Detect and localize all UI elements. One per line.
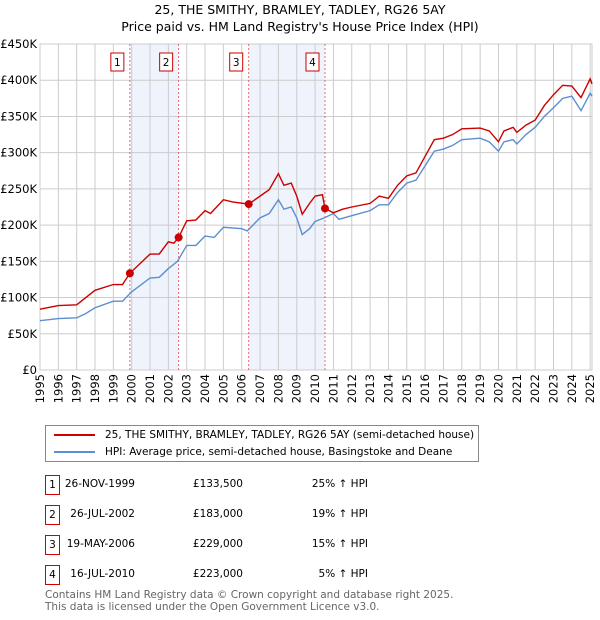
x-tick-label: 2010 xyxy=(308,374,322,403)
legend-label: 25, THE SMITHY, BRAMLEY, TADLEY, RG26 5A… xyxy=(105,429,475,441)
footer-line-1: Contains HM Land Registry data © Crown c… xyxy=(45,589,454,601)
x-tick-label: 2001 xyxy=(143,374,157,403)
sale-row: 4 16-JUL-2010 £223,000 5% ↑ HPI xyxy=(45,565,465,585)
chart-title: 25, THE SMITHY, BRAMLEY, TADLEY, RG26 5A… xyxy=(154,2,446,17)
y-tick-label: £350K xyxy=(0,109,37,123)
sale-date: 26-JUL-2002 xyxy=(70,508,135,520)
sale-number: 2 xyxy=(45,505,60,525)
x-tick-label: 1995 xyxy=(33,374,47,403)
sale-hpi-diff: 19% ↑ HPI xyxy=(311,508,368,520)
x-tick-label: 2021 xyxy=(510,374,524,403)
x-tick-label: 1997 xyxy=(70,374,84,403)
x-tick-label: 2000 xyxy=(125,374,139,403)
sale-price: £133,500 xyxy=(192,478,243,490)
sale-date: 16-JUL-2010 xyxy=(70,568,135,580)
sale-date: 26-NOV-1999 xyxy=(64,478,135,490)
sale-point xyxy=(244,200,253,209)
x-tick-label: 2018 xyxy=(455,374,469,403)
footer-line-2: This data is licensed under the Open Gov… xyxy=(45,601,380,613)
sale-label: 4 xyxy=(309,57,316,69)
y-tick-label: £250K xyxy=(0,182,37,196)
y-tick-label: £150K xyxy=(0,254,37,268)
sale-price: £183,000 xyxy=(192,508,243,520)
y-tick-label: £0 xyxy=(22,363,37,377)
x-tick-label: 2023 xyxy=(546,374,560,403)
sale-row: 1 26-NOV-1999 £133,500 25% ↑ HPI xyxy=(45,475,465,495)
x-tick-label: 2012 xyxy=(345,374,359,403)
legend-item-hpi: HPI: Average price, semi-detached house,… xyxy=(54,446,452,458)
price-chart: £0 £50K £100K £150K £200K £250K £300K £350K £400… xyxy=(0,37,597,403)
x-tick-label: 2017 xyxy=(436,374,450,403)
x-tick-label: 2016 xyxy=(418,374,432,403)
x-tick-label: 2025 xyxy=(583,374,597,403)
sale-hpi-diff: 5% ↑ HPI xyxy=(318,568,368,580)
sale-number: 1 xyxy=(45,475,60,495)
legend: 25, THE SMITHY, BRAMLEY, TADLEY, RG26 5A… xyxy=(45,425,479,462)
y-tick-label: £450K xyxy=(0,37,37,51)
sale-label-box xyxy=(305,52,320,72)
sale-label: 2 xyxy=(163,57,170,69)
x-tick-label: 2006 xyxy=(235,374,249,403)
sale-hpi-diff: 15% ↑ HPI xyxy=(311,538,368,550)
legend-label: HPI: Average price, semi-detached house,… xyxy=(105,446,453,458)
sale-label-box xyxy=(159,52,174,72)
x-tick-label: 2011 xyxy=(326,374,340,403)
y-tick-label: £50K xyxy=(8,327,38,341)
sale-hpi-diff: 25% ↑ HPI xyxy=(311,478,368,490)
shaded-period xyxy=(129,44,179,370)
y-tick-label: £100K xyxy=(0,291,37,305)
y-tick-label: £200K xyxy=(0,218,37,232)
shaded-period xyxy=(248,44,325,370)
x-tick-label: 2008 xyxy=(271,374,285,403)
legend-item-property: 25, THE SMITHY, BRAMLEY, TADLEY, RG26 5A… xyxy=(54,429,474,441)
sale-date: 19-MAY-2006 xyxy=(66,538,135,550)
x-tick-label: 2004 xyxy=(198,374,212,403)
sale-label: 1 xyxy=(114,57,121,69)
x-tick-label: 2007 xyxy=(253,374,267,403)
legend-line-blue xyxy=(54,451,95,453)
sale-number: 3 xyxy=(45,535,60,555)
x-tick-label: 1996 xyxy=(51,374,65,403)
sale-label-box xyxy=(110,52,125,72)
sale-row: 2 26-JUL-2002 £183,000 19% ↑ HPI xyxy=(45,505,465,525)
y-tick-label: £400K xyxy=(0,73,37,87)
x-tick-label: 2002 xyxy=(161,374,175,403)
chart-subtitle: Price paid vs. HM Land Registry's House … xyxy=(121,19,479,34)
x-tick-label: 2009 xyxy=(290,374,304,403)
x-tick-label: 1999 xyxy=(106,374,120,403)
sale-label: 3 xyxy=(233,57,240,69)
sale-price: £223,000 xyxy=(192,568,243,580)
x-tick-label: 2013 xyxy=(363,374,377,403)
legend-line-red xyxy=(54,434,95,436)
x-tick-label: 2014 xyxy=(381,374,395,403)
x-tick-label: 2019 xyxy=(473,374,487,403)
x-tick-label: 2015 xyxy=(400,374,414,403)
sale-row: 3 19-MAY-2006 £229,000 15% ↑ HPI xyxy=(45,535,465,555)
plot-frame xyxy=(39,43,593,371)
sale-label-box xyxy=(229,52,244,72)
x-tick-label: 1998 xyxy=(88,374,102,403)
y-tick-label: £300K xyxy=(0,146,37,160)
sale-point xyxy=(174,233,183,242)
x-tick-label: 2024 xyxy=(565,374,579,403)
x-tick-label: 2022 xyxy=(528,374,542,403)
sale-number: 4 xyxy=(45,565,60,585)
x-tick-label: 2003 xyxy=(180,374,194,403)
x-tick-label: 2005 xyxy=(216,374,230,403)
series-line-hpi xyxy=(39,91,593,322)
x-tick-label: 2020 xyxy=(491,374,505,403)
sale-point xyxy=(320,204,329,213)
sale-point xyxy=(125,269,134,278)
sale-price: £229,000 xyxy=(192,538,243,550)
